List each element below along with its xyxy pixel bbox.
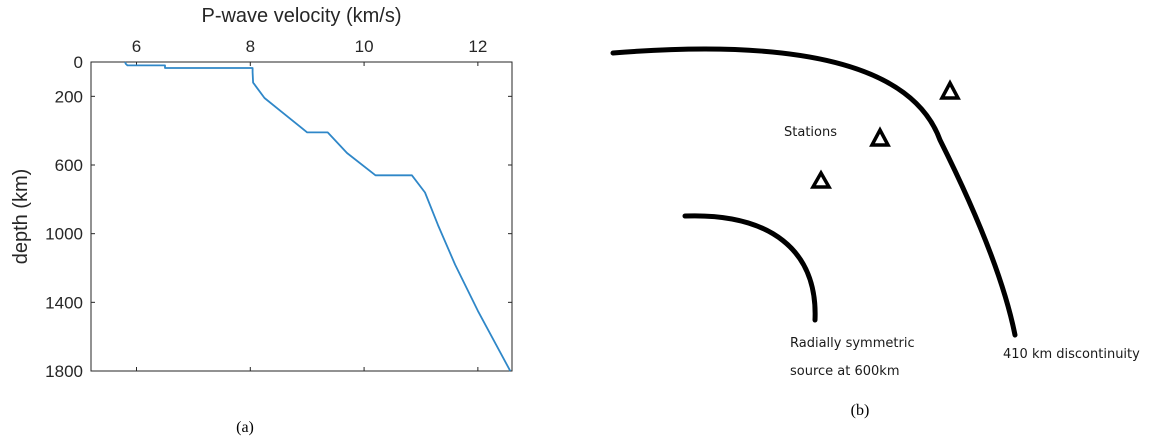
y-tick-label: 1800 [45,362,83,381]
velocity-depth-chart: P-wave velocity (km/s) depth (km) 6 8 10 12… [10,5,513,436]
y-tick-label: 600 [55,156,83,175]
x-axis-title: P-wave velocity (km/s) [201,5,401,27]
y-tick-label: 1000 [45,225,83,244]
x-tick-label: 10 [355,37,374,56]
x-tick-label: 8 [246,37,255,56]
x-axis-ticks: 6 8 10 12 [132,37,487,371]
panel-a-caption: (a) [236,419,254,436]
x-tick-label: 12 [468,37,487,56]
velocity-profile-line [124,61,512,372]
station-triangle-icon [869,126,891,147]
panel-b-caption: (b) [851,402,870,419]
station-triangle-icon [939,79,961,100]
source-label-line1: Radially symmetric [790,336,915,351]
y-tick-label: 0 [74,53,83,72]
x-tick-label: 6 [132,37,141,56]
discontinuity-curve [610,46,1018,338]
source-station-diagram: Stations Radially symmetric source at 60… [610,46,1140,419]
y-tick-label: 1400 [45,293,83,312]
stations-label: Stations [784,125,837,140]
y-tick-label: 200 [55,87,83,106]
source-curve [682,213,818,323]
station-triangle-icon [809,169,833,189]
plot-area [90,61,513,372]
source-label-line2: source at 600km [790,364,900,379]
y-axis-title: depth (km) [10,169,32,265]
y-axis-ticks: 0 200 600 1000 1400 1800 [45,53,512,381]
discontinuity-label: 410 km discontinuity [1003,347,1140,362]
